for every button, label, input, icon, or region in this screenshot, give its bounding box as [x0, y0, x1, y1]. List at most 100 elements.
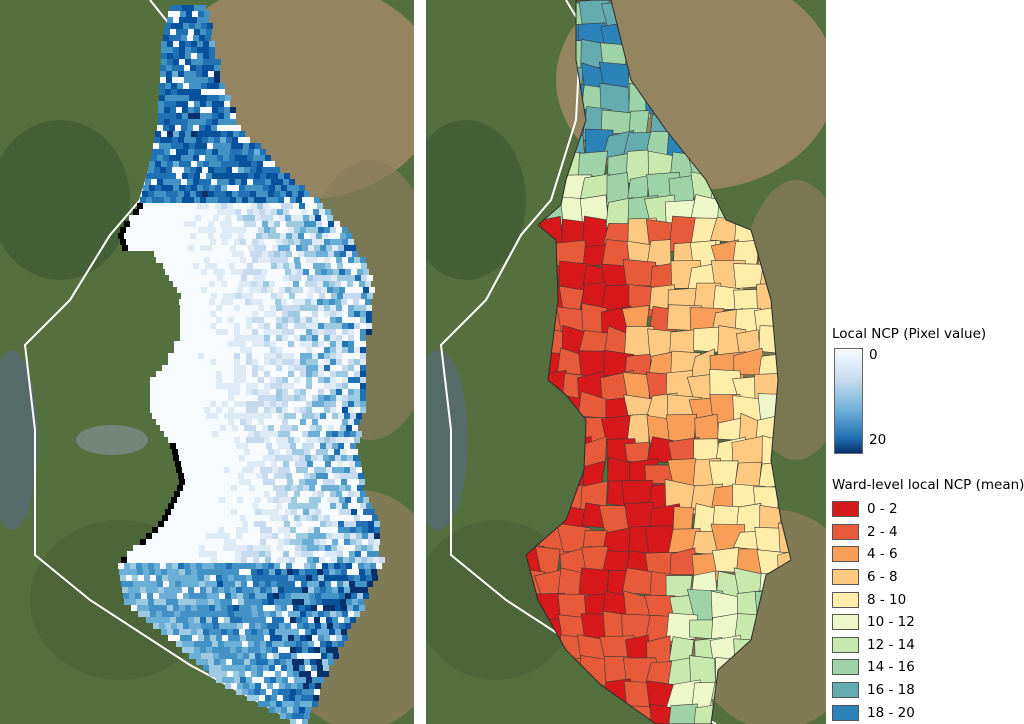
raster-cell [257, 569, 263, 575]
raster-cell [259, 551, 265, 557]
raster-cell [241, 557, 247, 563]
raster-cell [202, 191, 208, 197]
raster-cell [266, 689, 272, 695]
raster-cell [291, 215, 297, 221]
raster-cell [163, 557, 169, 563]
raster-cell [222, 365, 228, 371]
raster-cell [163, 155, 169, 161]
raster-cell [230, 521, 236, 527]
raster-cell [360, 383, 366, 389]
raster-cell [320, 521, 326, 527]
raster-cell [299, 629, 305, 635]
raster-cell [189, 89, 195, 95]
raster-cell [282, 359, 288, 365]
raster-cell [219, 497, 225, 503]
raster-cell [242, 617, 248, 623]
raster-cell [225, 623, 231, 629]
raster-cell [191, 479, 197, 485]
raster-cell [354, 329, 360, 335]
raster-cell [167, 203, 173, 209]
raster-cell [214, 425, 220, 431]
raster-cell [276, 575, 282, 581]
raster-cell [221, 629, 227, 635]
raster-cell [200, 617, 206, 623]
raster-cell [329, 479, 335, 485]
raster-cell [210, 389, 216, 395]
raster-cell [185, 59, 191, 65]
raster-cell [346, 599, 352, 605]
raster-cell [348, 515, 354, 521]
raster-cell [330, 329, 336, 335]
raster-cell [338, 641, 344, 647]
raster-cell [166, 65, 172, 71]
raster-cell [302, 527, 308, 533]
raster-cell [272, 533, 278, 539]
raster-cell [293, 605, 299, 611]
raster-cell [296, 245, 302, 251]
raster-cell [249, 653, 255, 659]
raster-cell [264, 329, 270, 335]
raster-cell [314, 431, 320, 437]
raster-cell [292, 599, 298, 605]
raster-cell [338, 431, 344, 437]
raster-cell [128, 587, 134, 593]
raster-cell [180, 353, 186, 359]
raster-cell [161, 59, 167, 65]
raster-cell [342, 383, 348, 389]
raster-cell [172, 71, 178, 77]
raster-cell [185, 203, 191, 209]
raster-cell [124, 563, 130, 569]
raster-cell [342, 329, 348, 335]
raster-cell [282, 365, 288, 371]
raster-cell [317, 455, 323, 461]
raster-cell [180, 383, 186, 389]
raster-cell [177, 509, 183, 515]
raster-cell [228, 323, 234, 329]
raster-cell [138, 239, 144, 245]
raster-cell [205, 263, 211, 269]
raster-cell [177, 269, 183, 275]
raster-cell [309, 269, 315, 275]
raster-cell [250, 251, 256, 257]
raster-cell [215, 131, 221, 137]
raster-cell [349, 581, 355, 587]
raster-cell [360, 503, 366, 509]
raster-cell [306, 311, 312, 317]
raster-cell [216, 635, 222, 641]
raster-cell [348, 401, 354, 407]
raster-cell [211, 275, 217, 281]
raster-cell [210, 341, 216, 347]
raster-cell [279, 683, 285, 689]
raster-cell [264, 401, 270, 407]
raster-cell [201, 95, 207, 101]
raster-cell [156, 407, 162, 413]
raster-cell [294, 677, 300, 683]
raster-cell [175, 461, 181, 467]
raster-cell [297, 509, 303, 515]
raster-cell [157, 545, 163, 551]
raster-cell [190, 191, 196, 197]
raster-cell [121, 581, 127, 587]
raster-cell [309, 683, 315, 689]
raster-cell [221, 605, 227, 611]
raster-cell [174, 11, 180, 17]
raster-cell [346, 233, 352, 239]
raster-cell [314, 533, 320, 539]
raster-cell [162, 575, 168, 581]
raster-cell [238, 221, 244, 227]
raster-cell [212, 113, 218, 119]
raster-cell [199, 461, 205, 467]
raster-cell [204, 611, 210, 617]
raster-cell [174, 515, 180, 521]
raster-cell [349, 263, 355, 269]
raster-cell [290, 197, 296, 203]
raster-cell [272, 521, 278, 527]
raster-cell [250, 473, 256, 479]
raster-cell [317, 281, 323, 287]
raster-cell [198, 377, 204, 383]
raster-cell [350, 527, 356, 533]
raster-cell [354, 311, 360, 317]
raster-cell [231, 623, 237, 629]
raster-cell [297, 683, 303, 689]
raster-cell [336, 257, 342, 263]
